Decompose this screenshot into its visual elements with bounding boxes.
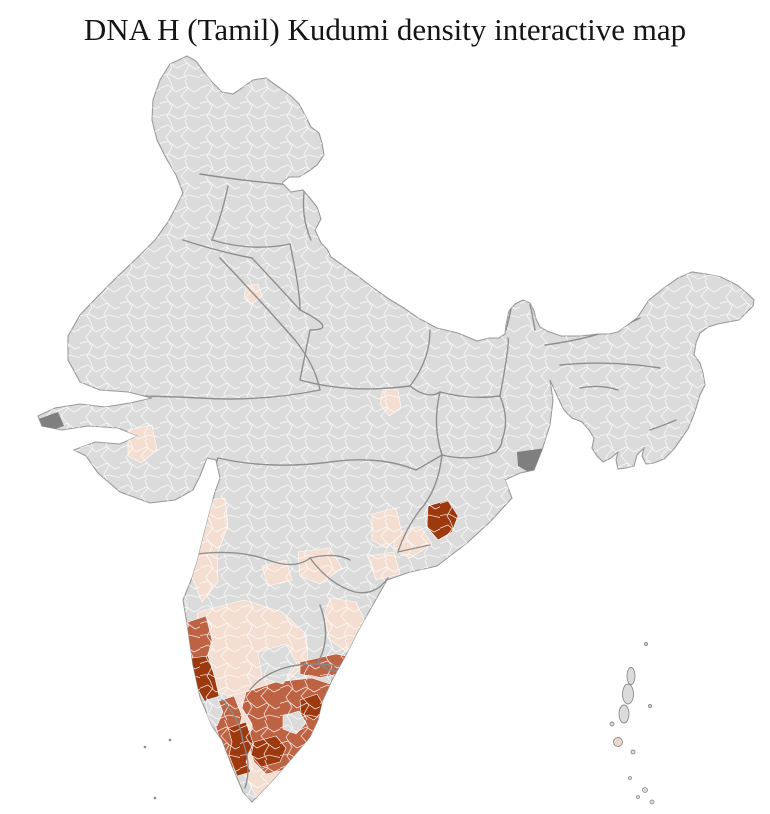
andaman-islet [609,721,615,727]
state-borders [124,173,677,789]
nicobar-islets [628,776,655,805]
andaman-chain[interactable] [609,642,652,755]
andaman-island-north[interactable] [626,667,636,685]
andaman-island-south[interactable] [618,704,630,724]
andaman-islet [648,704,652,708]
lakshadweep-islets [143,738,172,800]
andaman-island-patch[interactable] [613,737,623,747]
andaman-islet [644,642,648,646]
andaman-island-middle[interactable] [622,683,634,705]
map-title: DNA H (Tamil) Kudumi density interactive… [83,12,687,47]
andaman-islet [630,749,636,755]
